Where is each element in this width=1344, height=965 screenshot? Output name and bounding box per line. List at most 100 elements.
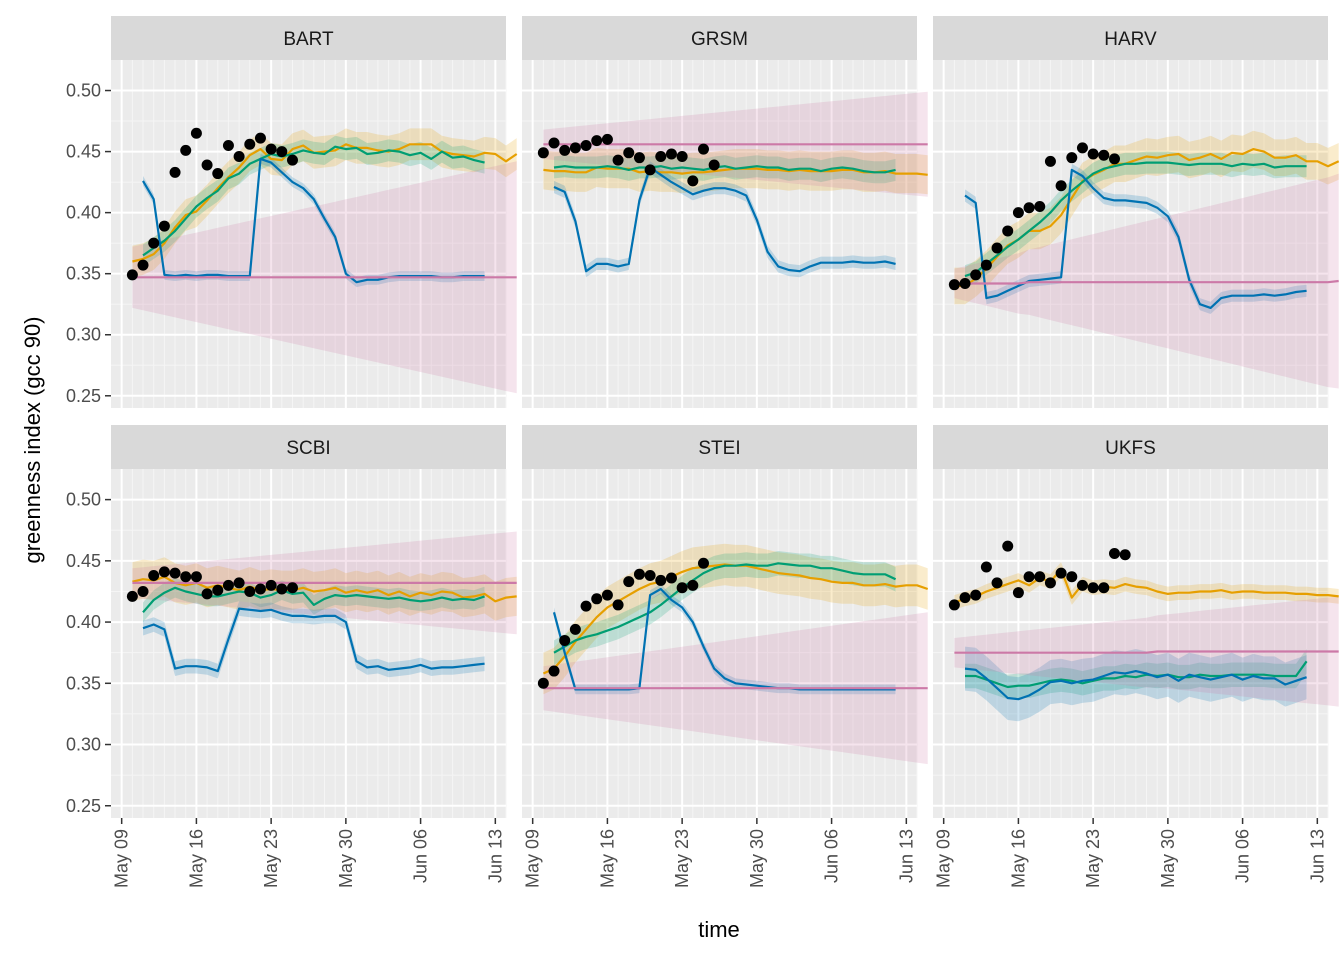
observed-point — [212, 584, 224, 596]
observed-point — [1087, 582, 1099, 594]
observed-point — [959, 592, 971, 604]
observed-point — [1044, 155, 1056, 167]
ribbon-orange — [132, 557, 517, 621]
observed-point — [633, 568, 645, 580]
forecast-line-green — [553, 562, 897, 654]
observed-point — [559, 144, 571, 156]
forecast-line-green — [964, 161, 1307, 278]
observed-point — [1098, 149, 1110, 161]
observed-point — [1023, 571, 1035, 583]
panel-strip — [933, 425, 1328, 469]
x-tick-label: May 16 — [186, 829, 206, 888]
observed-point — [1087, 148, 1099, 160]
panel-strip — [111, 425, 506, 469]
forecast-line-green — [142, 145, 485, 257]
observed-point — [948, 599, 960, 611]
x-tick-label: Jun 13 — [1307, 829, 1327, 883]
x-tick-label: May 16 — [1008, 829, 1028, 888]
observed-point — [687, 175, 699, 187]
observed-point — [158, 566, 170, 578]
observed-point — [676, 150, 688, 162]
ribbon-blue — [965, 163, 1307, 314]
panel-grsm: GRSM — [522, 16, 928, 408]
y-tick-label: 0.30 — [66, 325, 101, 345]
panel-bart: BART 0.25 0.30 0.35 0.40 0.45 0.50 — [66, 16, 518, 408]
observed-point — [254, 583, 266, 595]
observed-point — [244, 138, 256, 150]
forecast-line-pink — [954, 650, 1339, 654]
observed-point — [591, 135, 603, 147]
ribbon-green — [965, 649, 1307, 700]
observed-point — [601, 589, 613, 601]
observed-point — [286, 582, 298, 594]
observed-point — [559, 634, 571, 646]
observed-point — [148, 570, 160, 582]
panels-layer: BART 0.25 0.30 0.35 0.40 0.45 0.50 GRSM HARV SCBI… — [66, 16, 1340, 888]
observed-point — [948, 279, 960, 291]
observed-point — [1002, 540, 1014, 552]
observed-point — [276, 146, 288, 158]
ribbon-pink — [954, 173, 1339, 389]
observed-point — [254, 132, 266, 144]
y-tick-label: 0.45 — [66, 551, 101, 571]
observed-point — [991, 577, 1003, 589]
panel-background — [522, 469, 917, 818]
panel-background — [111, 60, 506, 408]
observed-point — [1076, 579, 1088, 591]
y-tick-label: 0.45 — [66, 142, 101, 162]
panel-title: STEI — [698, 438, 740, 459]
panel-background — [111, 469, 506, 818]
x-axis-label: time — [698, 917, 740, 942]
observed-point — [665, 572, 677, 584]
panel-strip — [933, 16, 1328, 60]
observed-point — [180, 571, 192, 583]
panel-strip — [522, 425, 917, 469]
observed-point — [222, 139, 234, 151]
observed-point — [201, 159, 213, 171]
forecast-line-green — [553, 165, 896, 174]
forecast-line-blue — [553, 166, 896, 273]
forecast-line-pink — [954, 279, 1339, 285]
panel-title: SCBI — [286, 438, 330, 459]
forecast-line-green — [142, 586, 485, 614]
observed-point — [591, 593, 603, 605]
observed-point — [158, 220, 170, 232]
observed-point — [970, 589, 982, 601]
observed-point — [537, 147, 549, 159]
observed-point — [708, 159, 720, 171]
observed-point — [1034, 201, 1046, 213]
x-tick-label: Jun 06 — [822, 829, 842, 883]
observed-point — [655, 150, 667, 162]
observed-point — [697, 143, 709, 155]
x-tick-label: May 30 — [747, 829, 767, 888]
y-tick-label: 0.35 — [66, 264, 101, 284]
observed-point — [148, 237, 160, 249]
observed-point — [1012, 587, 1024, 599]
panel-scbi: SCBI 0.25 0.30 0.35 0.40 0.45 0.50 May 09 May 16… — [66, 425, 517, 888]
observed-point — [265, 143, 277, 155]
observed-point — [612, 599, 624, 611]
ribbon-orange — [954, 562, 1339, 610]
y-axis-label: greenness index (gcc 90) — [20, 316, 45, 563]
observed-point — [1119, 549, 1131, 561]
observed-point — [286, 154, 298, 166]
ribbon-blue — [554, 161, 896, 278]
observed-point — [580, 139, 592, 151]
observed-point — [665, 148, 677, 160]
observed-point — [537, 677, 549, 689]
observed-point — [126, 590, 138, 602]
panel-strip — [522, 16, 917, 60]
observed-point — [697, 557, 709, 569]
observed-point — [991, 242, 1003, 254]
y-tick-label: 0.35 — [66, 673, 101, 693]
panel-strip — [111, 16, 506, 60]
observed-point — [1066, 571, 1078, 583]
forecast-line-green — [965, 660, 1308, 689]
observed-point — [1076, 142, 1088, 154]
x-tick-label: May 23 — [261, 829, 281, 888]
panel-background — [522, 60, 917, 408]
observed-point — [569, 142, 581, 154]
x-tick-label: Jun 13 — [896, 829, 916, 883]
y-tick-label: 0.25 — [66, 386, 101, 406]
